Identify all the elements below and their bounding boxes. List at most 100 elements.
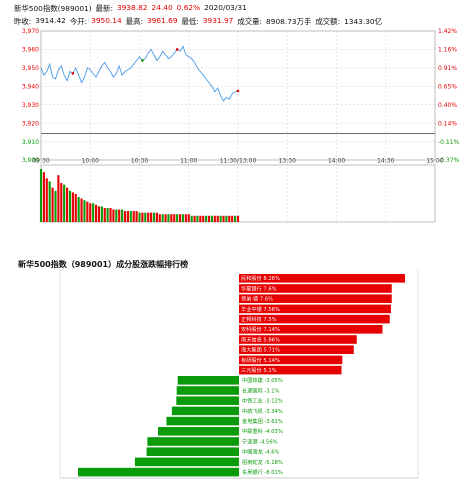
volume-bar: [150, 212, 153, 222]
y-tick-label: 3,950: [22, 65, 39, 72]
volume-bar: [115, 209, 118, 222]
volume-bar: [42, 172, 45, 222]
rank-label: 宁波港 -4.56%: [242, 437, 278, 445]
y-tick-label: 3,970: [22, 28, 39, 35]
price-marker: [236, 89, 240, 93]
quote-line-2: 昨收: 3914.42 今开: 3950.14 最高: 3961.69 最低: 3931.97…: [14, 16, 386, 27]
volume-bar: [178, 214, 182, 222]
rank-label: 东吴银行 -8.01%: [242, 468, 283, 476]
pct-tick-label: 0.40%: [438, 102, 457, 109]
rank-label: 海大集团 5.71%: [241, 346, 280, 354]
line2-field-7: 3931.97: [202, 16, 234, 25]
intraday-chart: 3,970 1.42% 3,960 1.16% 3,950 0.91% 3,940 0.65%…: [22, 28, 460, 223]
line2-field-0: 昨收:: [14, 17, 32, 26]
volume-bar: [228, 215, 231, 222]
volume-bar: [97, 206, 101, 222]
rank-label: 华业中银 7.56%: [241, 305, 280, 313]
rank-bar: [147, 437, 239, 446]
line1-field-4: 0.62%: [176, 3, 201, 12]
line2-field-2: 今开:: [69, 17, 88, 26]
line1-field-0: 新华500指数(989001): [14, 4, 92, 13]
volume-bar: [132, 211, 135, 222]
rank-label: 有研股份 5.14%: [241, 356, 280, 364]
line2-field-9: 8908.73万手: [266, 17, 312, 26]
x-tick-label: 14:00: [328, 158, 345, 165]
volume-bar: [152, 212, 156, 222]
volume-bar: [158, 214, 161, 222]
rank-label: 长源国际 -3.1%: [242, 386, 280, 394]
rank-bar: [176, 396, 239, 405]
volume-bar: [92, 203, 95, 222]
volume-bar: [68, 190, 72, 222]
rank-bar: [239, 335, 357, 344]
volume-bar: [173, 214, 176, 222]
line1-field-5: 2020/03/31: [204, 3, 247, 12]
rank-bar: [166, 416, 239, 426]
volume-bar: [164, 214, 167, 222]
volume-bar: [141, 212, 144, 222]
rank-bar: [158, 427, 239, 436]
y-tick-label: 3,940: [22, 83, 39, 90]
rank-bar: [239, 294, 392, 303]
volume-bar: [129, 211, 132, 222]
volume-bar: [190, 215, 193, 222]
volume-bar: [199, 215, 202, 222]
rank-label: 华夏银行 7.6%: [241, 284, 277, 292]
line2-field-5: 3961.69: [146, 16, 178, 25]
volume-bar: [225, 215, 228, 222]
y-tick-label: 3,930: [22, 102, 39, 109]
pct-tick-label: 0.14%: [438, 120, 457, 127]
rank-bar: [134, 457, 239, 467]
rank-bar: [239, 345, 354, 354]
line1-field-2: 3938.82: [116, 3, 148, 12]
volume-bar: [45, 178, 48, 222]
volume-bar: [100, 206, 103, 222]
volume-bar: [51, 187, 54, 222]
volume-bar: [147, 212, 150, 222]
rank-label: 安科股份 7.14%: [241, 325, 280, 333]
x-tick-label: 15:00: [426, 158, 443, 165]
line2-field-1: 3914.42: [35, 16, 66, 25]
line2-field-3: 3950.14: [91, 16, 122, 25]
volume-bar: [74, 193, 77, 222]
volume-bar: [219, 215, 222, 222]
rank-label: 中联重科 -4.03%: [242, 427, 283, 435]
volume-bar: [80, 198, 83, 222]
quote-line-1: 新华500指数(989001) 最新: 3938.82 24.40 0.62% 2020/…: [14, 3, 251, 14]
volume-bar: [109, 207, 112, 222]
y-tick-label: 3,920: [22, 120, 39, 127]
pct-tick-label: -0.37%: [438, 157, 460, 164]
y-tick-label: 3,910: [22, 139, 39, 146]
volume-bar: [216, 215, 219, 222]
x-tick-label: 14:30: [377, 158, 394, 165]
rank-label: 三元股份 5.1%: [241, 366, 277, 374]
volume-bar: [48, 181, 51, 222]
price-frame: [40, 30, 436, 161]
pct-tick-label: 1.42%: [438, 28, 457, 35]
volume-bar: [193, 215, 196, 222]
volume-bar: [94, 204, 98, 222]
volume-bar: [83, 200, 86, 222]
volume-bar: [213, 215, 216, 222]
rank-bar: [239, 355, 343, 365]
volume-bar: [205, 215, 208, 222]
x-tick-label: 11:30/13:00: [220, 158, 257, 165]
line1-field-3: 24.40: [151, 3, 173, 12]
volume-bar: [236, 215, 240, 222]
volume-bar: [126, 211, 129, 222]
rank-label: 金地集团 -3.61%: [242, 417, 283, 425]
line2-field-6: 最低:: [181, 17, 199, 26]
volume-bar: [89, 203, 92, 222]
pct-tick-label: 0.65%: [438, 83, 457, 90]
rank-label: 正邦科技 7.5%: [241, 315, 277, 323]
rank-bar: [171, 406, 239, 416]
x-tick-label: 13:30: [279, 158, 296, 165]
x-tick-label: 10:30: [131, 158, 148, 165]
volume-bar: [135, 211, 138, 222]
rank-bar: [239, 365, 342, 375]
rank-bar: [78, 467, 239, 477]
volume-bar: [39, 169, 43, 222]
volume-bar: [144, 212, 147, 222]
volume-bar: [63, 184, 66, 222]
x-tick-label: 10:00: [82, 158, 99, 165]
